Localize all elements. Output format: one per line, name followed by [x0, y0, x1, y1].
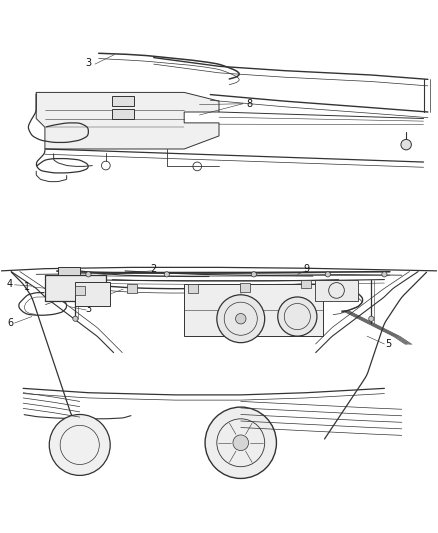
Bar	[113, 96, 134, 107]
Text: 7: 7	[103, 292, 109, 302]
Circle shape	[73, 316, 78, 321]
Bar	[74, 286, 85, 295]
Bar	[45, 275, 106, 301]
Bar	[301, 279, 311, 288]
Text: 8: 8	[247, 99, 253, 109]
Bar	[240, 283, 251, 292]
Circle shape	[205, 407, 276, 479]
Circle shape	[164, 272, 170, 277]
Circle shape	[49, 415, 110, 475]
Bar	[315, 279, 358, 301]
Bar	[58, 268, 80, 275]
Circle shape	[382, 272, 387, 277]
Bar	[187, 284, 198, 293]
Bar	[75, 282, 110, 305]
Polygon shape	[36, 92, 219, 149]
Text: 1: 1	[25, 282, 31, 292]
Circle shape	[233, 435, 249, 450]
Circle shape	[236, 313, 246, 324]
Bar	[127, 284, 137, 293]
Circle shape	[217, 295, 265, 343]
Text: 3: 3	[85, 304, 92, 314]
Text: 5: 5	[385, 339, 392, 349]
Circle shape	[278, 297, 317, 336]
Circle shape	[369, 316, 374, 321]
Circle shape	[86, 272, 91, 277]
Text: 9: 9	[303, 264, 309, 273]
Circle shape	[401, 140, 411, 150]
Bar	[113, 109, 134, 119]
Bar	[184, 284, 323, 336]
Circle shape	[325, 272, 330, 277]
Text: 6: 6	[7, 318, 13, 328]
Text: 3: 3	[85, 58, 92, 68]
Text: 4: 4	[7, 279, 13, 289]
Text: 2: 2	[151, 264, 157, 273]
Circle shape	[251, 272, 256, 277]
